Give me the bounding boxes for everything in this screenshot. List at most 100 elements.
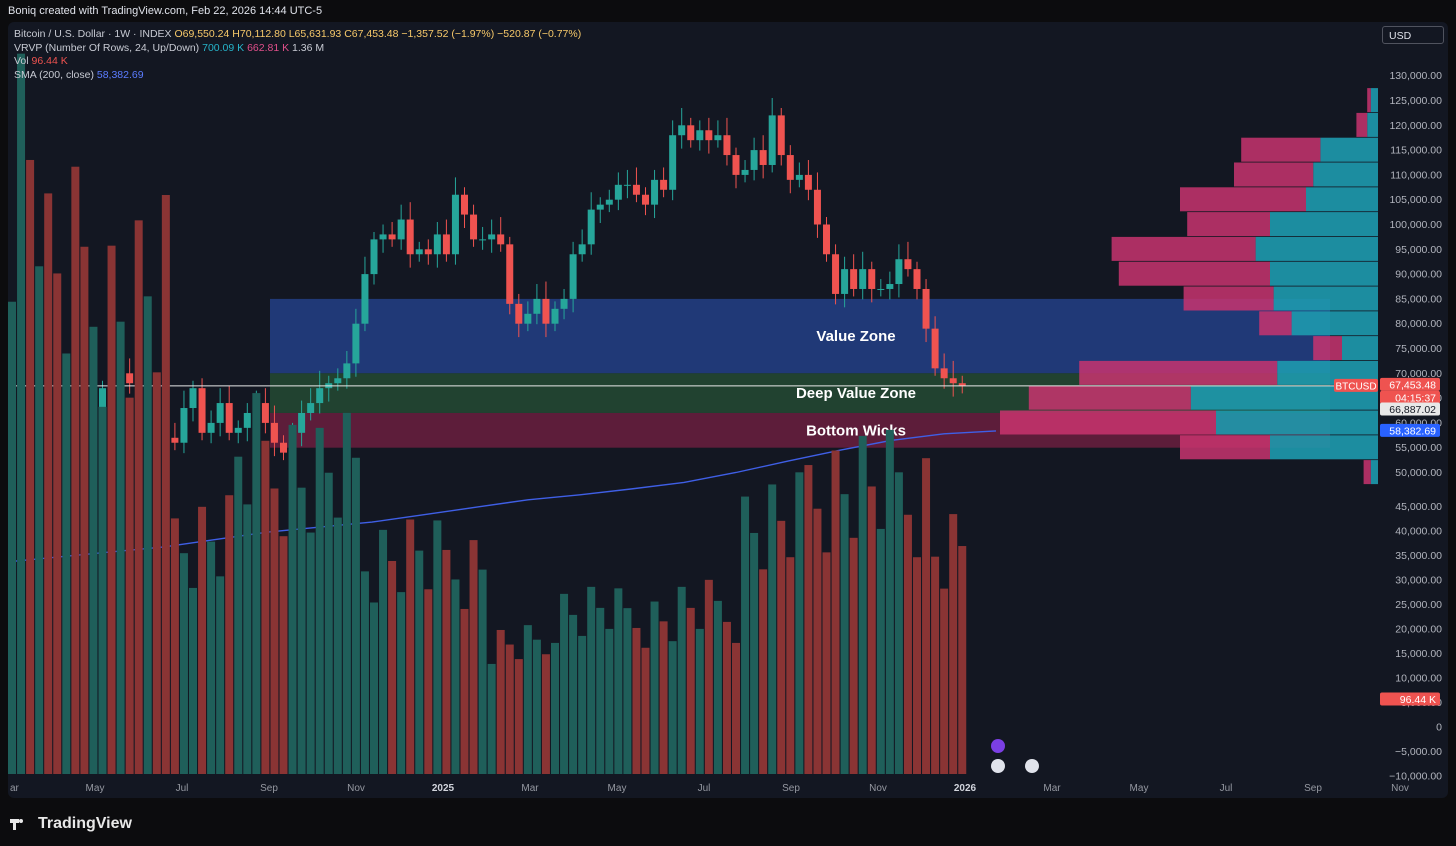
volume-bar	[560, 593, 569, 774]
vp-down-bar	[1313, 336, 1342, 361]
candle-body	[361, 274, 369, 324]
volume-bar	[351, 457, 360, 774]
volume-bar	[813, 508, 822, 774]
legend-high: H70,112.80	[232, 28, 286, 40]
candle-body	[669, 135, 677, 190]
candle-body	[768, 115, 776, 165]
vp-down-bar	[1111, 236, 1256, 261]
price-tick-label: 75,000.00	[1395, 343, 1442, 355]
price-tick-label: 10,000.00	[1395, 673, 1442, 685]
price-tick-label: 120,000.00	[1389, 120, 1442, 132]
volume-bar	[261, 440, 270, 774]
candle-body	[451, 194, 459, 255]
volume-bar	[569, 614, 578, 774]
volume-bar	[732, 642, 740, 774]
volume-bar	[297, 487, 306, 774]
candle-body	[759, 150, 767, 165]
candle-body	[216, 403, 224, 423]
symbol-tag-bg	[1334, 378, 1378, 392]
candle-body	[497, 234, 505, 245]
price-tick-label: 90,000.00	[1395, 269, 1442, 281]
vol-value: 96.44 K	[31, 55, 68, 68]
volume-bar	[505, 644, 514, 774]
vp-down-bar	[1079, 360, 1278, 385]
volume-bar	[17, 53, 26, 775]
candle-body	[542, 298, 550, 324]
candle-body	[397, 219, 405, 240]
volume-bar	[903, 514, 912, 774]
volume-profile	[1000, 88, 1378, 485]
vp-up-bar	[1370, 88, 1378, 113]
volume-bar	[704, 579, 713, 774]
candle-body	[913, 269, 921, 289]
price-chart[interactable]: 130,000.00 125,000.00 120,000.00 115,000.00…	[8, 22, 1448, 798]
candle-body	[705, 130, 713, 141]
volume-bar	[44, 193, 53, 774]
volume-bar	[388, 560, 397, 774]
vp-down-bar	[1187, 212, 1270, 237]
countdown-tag-bg	[1380, 390, 1440, 404]
level-price-tag: 66,887.02	[1389, 404, 1436, 416]
time-tick-label: Jul	[176, 783, 189, 794]
volume-bar	[650, 601, 659, 774]
volume-bar	[216, 576, 225, 774]
volume-bar	[623, 608, 632, 774]
price-tick-label: 95,000.00	[1395, 244, 1442, 256]
tradingview-logo[interactable]: TradingView	[10, 815, 132, 833]
volume-bar	[315, 427, 324, 774]
candle-body	[307, 403, 315, 413]
volume-bar	[641, 647, 650, 774]
time-tick-label: 2026	[954, 783, 977, 794]
vp-down-bar	[1000, 410, 1216, 435]
vp-down-bar	[1028, 385, 1191, 410]
volume-bar	[551, 642, 559, 774]
currency-button[interactable]: USD	[1382, 26, 1444, 44]
candle-body	[777, 115, 785, 156]
candle-body	[868, 269, 876, 289]
top-bar: Boniq created with TradingView.com, Feb …	[0, 0, 1456, 22]
candle-body	[596, 204, 604, 210]
price-tick-label: 50,000.00	[1395, 467, 1442, 479]
candle-body	[605, 199, 613, 205]
chart-frame[interactable]: 130,000.00 125,000.00 120,000.00 115,000.00…	[8, 22, 1448, 798]
chart-legend: Bitcoin / U.S. Dollar · 1W · INDEX O69,5…	[14, 28, 581, 82]
candle-body	[922, 288, 930, 329]
candle-body	[660, 179, 668, 190]
price-tick-label: 20,000.00	[1395, 624, 1442, 636]
volume-bar	[35, 266, 44, 774]
candle-body	[524, 313, 532, 324]
volume-bar	[397, 592, 406, 774]
volume-bar	[170, 518, 179, 774]
volume-bar	[677, 586, 686, 774]
candle-body	[678, 125, 686, 136]
volume-bar	[189, 587, 197, 774]
volume-bar	[225, 495, 234, 774]
zone-label: Bottom Wicks	[806, 422, 906, 439]
volume-bar	[370, 602, 378, 774]
time-tick-label: Sep	[1304, 783, 1322, 794]
candle-body	[651, 179, 659, 205]
price-tick-label: 70,000.00	[1395, 368, 1442, 380]
candle-body	[786, 155, 794, 180]
candles	[8, 98, 966, 464]
volume-bar	[71, 166, 80, 775]
volume-bar	[514, 659, 523, 774]
time-axis: ar May Jul Sep Nov 2025 Mar May Jul Sep Nov 2026 Mar…	[10, 783, 1409, 794]
price-tick-label: 35,000.00	[1395, 550, 1442, 562]
volume-bar	[659, 621, 668, 774]
candle-body	[433, 234, 441, 255]
candle-body	[388, 234, 396, 240]
price-tick-label: 40,000.00	[1395, 526, 1442, 538]
volume-bar	[958, 546, 967, 774]
vp-up-bar	[1367, 112, 1378, 137]
zone-label: Value Zone	[816, 328, 895, 345]
volume-bar	[324, 472, 333, 774]
volume-bar	[134, 220, 143, 775]
legend-change-2: −520.87 (−0.77%)	[497, 28, 582, 40]
time-tick-label: Jul	[1220, 783, 1233, 794]
price-tick-label: 115,000.00	[1390, 145, 1442, 157]
volume-bar	[885, 429, 894, 774]
volume-bar	[8, 301, 16, 774]
candle-body	[895, 259, 903, 285]
candle-body	[886, 284, 894, 289]
